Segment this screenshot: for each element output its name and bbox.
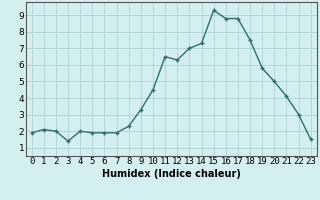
X-axis label: Humidex (Indice chaleur): Humidex (Indice chaleur)	[102, 169, 241, 179]
